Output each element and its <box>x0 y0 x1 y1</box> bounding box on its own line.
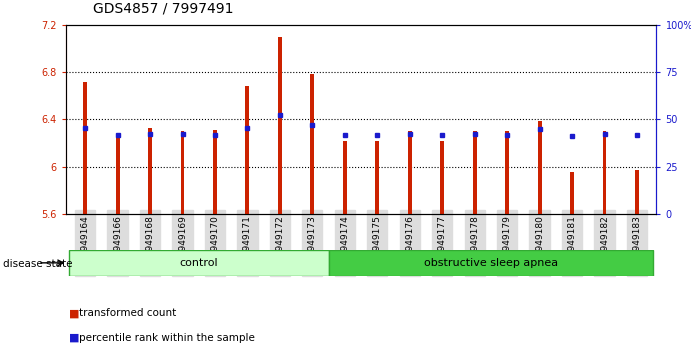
Bar <box>83 81 87 214</box>
Text: control: control <box>180 258 218 268</box>
Bar <box>538 121 542 214</box>
Text: disease state: disease state <box>3 259 73 269</box>
Bar <box>278 36 282 214</box>
Bar <box>473 131 477 214</box>
Bar <box>570 172 574 214</box>
Bar <box>375 141 379 214</box>
Bar <box>69 250 329 276</box>
Text: GDS4857 / 7997491: GDS4857 / 7997491 <box>93 2 234 16</box>
Bar <box>245 86 249 214</box>
Bar <box>310 74 314 214</box>
Bar <box>148 128 152 214</box>
Bar <box>115 135 120 214</box>
Bar <box>329 250 653 276</box>
Bar <box>408 131 412 214</box>
Bar <box>635 170 639 214</box>
Text: obstructive sleep apnea: obstructive sleep apnea <box>424 258 558 268</box>
Text: percentile rank within the sample: percentile rank within the sample <box>79 333 256 343</box>
Bar <box>213 130 217 214</box>
Bar <box>180 131 184 214</box>
Bar <box>343 141 347 214</box>
Text: ■: ■ <box>69 333 79 343</box>
Text: transformed count: transformed count <box>79 308 177 318</box>
Bar <box>603 131 607 214</box>
Bar <box>440 141 444 214</box>
Bar <box>505 131 509 214</box>
Text: ■: ■ <box>69 308 79 318</box>
